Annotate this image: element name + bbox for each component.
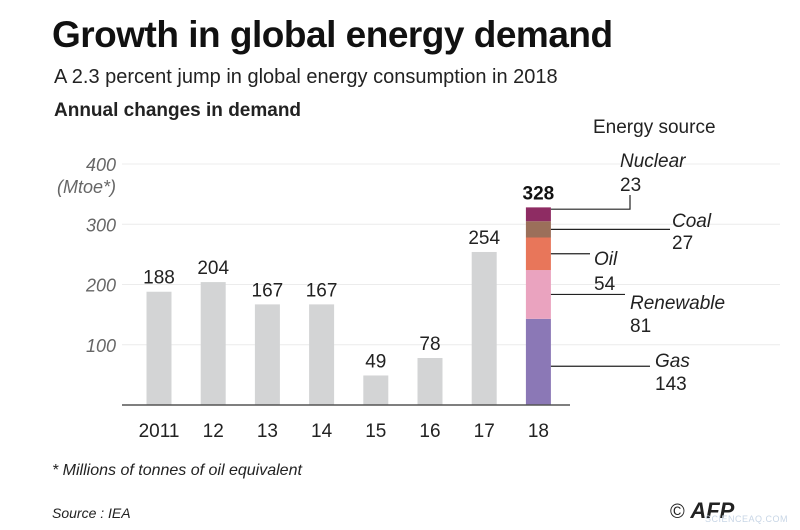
source-note: Source : IEA bbox=[52, 505, 131, 521]
legend-name-gas: Gas bbox=[655, 351, 690, 372]
stack-legend-title: Energy source bbox=[593, 117, 716, 138]
legend-value-nuclear: 23 bbox=[620, 175, 641, 196]
legend-name-oil: Oil bbox=[594, 249, 618, 270]
footnote: * Millions of tonnes of oil equivalent bbox=[52, 462, 302, 479]
x-tick-label: 2011 bbox=[139, 421, 180, 442]
bar-14 bbox=[309, 304, 335, 405]
x-tick-label: 12 bbox=[203, 421, 224, 442]
bars: 188 204 167 167 49 78 254 bbox=[143, 228, 500, 405]
x-axis: 2011 12 13 14 15 16 17 18 bbox=[122, 404, 570, 442]
bar-value-label: 254 bbox=[468, 228, 500, 249]
total-value-label: 328 bbox=[523, 183, 555, 204]
y-axis: 100 200 300 400(Mtoe*) bbox=[57, 155, 780, 356]
watermark: SCIENCEAQ.COM bbox=[705, 514, 789, 524]
bar-16 bbox=[417, 358, 443, 405]
legend-name-coal: Coal bbox=[672, 211, 712, 232]
bar-value-label: 188 bbox=[143, 268, 175, 289]
bar-17 bbox=[471, 251, 497, 405]
x-tick-label: 17 bbox=[474, 421, 495, 442]
y-axis-unit: (Mtoe*) bbox=[57, 177, 116, 197]
stack-segment-coal bbox=[525, 221, 551, 238]
bar-2011 bbox=[146, 291, 172, 405]
bar-value-label: 49 bbox=[365, 351, 386, 372]
afp-logo-text: AFP bbox=[690, 498, 735, 523]
x-tick-label: 13 bbox=[257, 421, 278, 442]
x-tick-label: 14 bbox=[311, 421, 333, 442]
stack-legend: Energy sourceGas143Renewable81Oil54Coal2… bbox=[550, 117, 725, 395]
chart-title: Growth in global energy demand bbox=[52, 14, 613, 55]
copyright-symbol: © bbox=[670, 501, 685, 523]
legend-value-oil: 54 bbox=[594, 274, 616, 295]
x-tick-label: 18 bbox=[528, 421, 549, 442]
y-tick-label: 100 bbox=[86, 336, 116, 356]
legend-value-gas: 143 bbox=[655, 374, 687, 395]
legend-name-nuclear: Nuclear bbox=[620, 151, 686, 172]
y-tick-label: 400 bbox=[86, 155, 116, 175]
legend-value-renewable: 81 bbox=[630, 316, 651, 337]
stack-segment-renewable bbox=[525, 270, 551, 319]
legend-value-coal: 27 bbox=[672, 233, 693, 254]
bar-value-label: 167 bbox=[306, 280, 338, 301]
legend-name-renewable: Renewable bbox=[630, 293, 725, 314]
bar-value-label: 78 bbox=[419, 334, 440, 355]
x-tick-label: 16 bbox=[419, 421, 440, 442]
y-tick-label: 300 bbox=[86, 215, 116, 235]
leader-line-nuclear bbox=[550, 195, 631, 210]
bar-value-label: 167 bbox=[252, 280, 284, 301]
bar-value-label: 204 bbox=[197, 258, 229, 279]
y-tick-label: 200 bbox=[85, 276, 116, 296]
stack-segment-gas bbox=[525, 318, 551, 405]
bar-15 bbox=[363, 375, 389, 405]
x-tick-label: 15 bbox=[365, 421, 386, 442]
chart-subtitle: A 2.3 percent jump in global energy cons… bbox=[54, 66, 558, 88]
afp-logo: © AFP bbox=[670, 498, 734, 524]
stacked-bar: 328 bbox=[523, 183, 555, 405]
bar-12 bbox=[200, 282, 226, 405]
stack-segment-nuclear bbox=[525, 207, 551, 222]
section-title: Annual changes in demand bbox=[54, 100, 302, 121]
stack-segment-oil bbox=[525, 237, 551, 271]
bar-13 bbox=[254, 304, 280, 405]
